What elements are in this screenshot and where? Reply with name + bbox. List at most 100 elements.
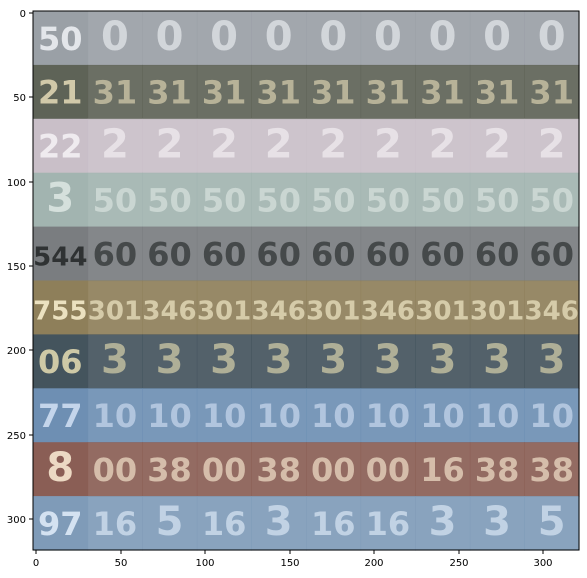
grid-cell-digit: 5: [538, 499, 566, 545]
grid-cell: [415, 442, 471, 497]
grid-cell: [142, 388, 198, 443]
grid-cell-digit: 0: [265, 14, 293, 60]
grid-cell: [33, 334, 89, 389]
grid-cell-digit: 50: [311, 182, 356, 220]
grid-cell-digit: 301: [88, 296, 142, 326]
grid-cell: [251, 118, 307, 174]
grid-cell: [415, 118, 471, 174]
grid-cell-digit: 301: [470, 296, 524, 326]
grid-cell-digit: 97: [38, 505, 83, 543]
grid-cell: [360, 496, 416, 551]
grid-cell: [196, 280, 252, 335]
grid-cell: [469, 388, 525, 443]
y-tick-label: 300: [7, 515, 26, 526]
grid-cell: [415, 172, 471, 228]
grid-cell: [415, 496, 471, 551]
grid-cell: [87, 442, 143, 497]
grid-cell-digit: 00: [311, 451, 356, 489]
grid-cell-digit: 00: [93, 451, 138, 489]
grid-cell: [33, 226, 89, 282]
grid-cell: [306, 496, 362, 551]
grid-cell: [33, 172, 89, 228]
grid-cell-digit: 77: [38, 397, 83, 435]
grid-cell-digit: 60: [202, 235, 247, 273]
x-tick-label: 150: [280, 558, 299, 569]
grid-cell-digit: 60: [366, 235, 411, 273]
grid-cell: [251, 280, 307, 335]
grid-cell: [306, 64, 362, 120]
grid-cell: [196, 118, 252, 174]
grid-cell-digit: 0: [101, 14, 129, 60]
grid-cell: [306, 280, 362, 335]
grid-cell: [142, 172, 198, 228]
grid-cell-digit: 0: [429, 14, 457, 60]
grid-cell-digit: 10: [147, 397, 192, 435]
grid-cell: [33, 11, 89, 66]
grid-cell-digit: 346: [142, 296, 196, 326]
grid-cell-digit: 3: [538, 337, 566, 383]
grid-cell: [469, 442, 525, 497]
grid-cell: [360, 226, 416, 282]
grid-cell: [524, 442, 580, 497]
grid-cell-digit: 0: [156, 14, 184, 60]
grid-cell-digit: 50: [256, 182, 301, 220]
grid-cell-digit: 50: [38, 20, 83, 58]
grid-cell: [251, 172, 307, 228]
grid-cell-digit: 3: [156, 337, 184, 383]
grid-cell-digit: 10: [311, 397, 356, 435]
grid-cell-digit: 2: [265, 122, 293, 168]
grid-cell-digit: 2: [374, 122, 402, 168]
grid-cell-digit: 2: [101, 122, 129, 168]
grid-cell: [87, 172, 143, 228]
grid-cell: [33, 496, 89, 551]
grid-cell-digit: 2: [156, 122, 184, 168]
grid-cell: [142, 11, 198, 66]
grid-cell: [469, 226, 525, 282]
grid-cell: [142, 118, 198, 174]
grid-cell: [33, 388, 89, 443]
grid-cell: [142, 496, 198, 551]
grid-cell: [196, 334, 252, 389]
grid-cell-digit: 3: [429, 499, 457, 545]
grid-cell-digit: 301: [415, 296, 469, 326]
grid-cell-digit: 8: [46, 445, 74, 491]
grid-cell-digit: 2: [210, 122, 238, 168]
grid-cell-digit: 2: [483, 122, 511, 168]
grid-cell: [360, 388, 416, 443]
x-axis: 0 50 100 150 200 250 300: [33, 550, 553, 569]
grid-cell: [415, 388, 471, 443]
grid-cell: [251, 442, 307, 497]
grid-cell: [415, 280, 471, 335]
grid-cell-digit: 60: [256, 235, 301, 273]
axes-frame: [32, 10, 580, 551]
grid-cell: [33, 64, 89, 120]
grid-cell: [360, 64, 416, 120]
grid-cell-digit: 3: [46, 176, 74, 222]
x-tick-label: 200: [364, 558, 383, 569]
grid-cell: [306, 11, 362, 66]
grid-cell: [142, 442, 198, 497]
grid-cell-digit: 755: [33, 296, 87, 326]
grid-cell-digit: 16: [93, 505, 138, 543]
grid-cell: [196, 64, 252, 120]
grid-cell-digit: 06: [38, 343, 83, 381]
grid-cell-digit: 31: [93, 74, 138, 112]
grid-cell-digit: 21: [38, 74, 83, 112]
grid-cell-digit: 3: [319, 337, 347, 383]
grid-cell: [524, 64, 580, 120]
grid-cell: [306, 226, 362, 282]
grid-cell: [360, 334, 416, 389]
grid-cell: [251, 226, 307, 282]
grid-cell-digit: 2: [538, 122, 566, 168]
grid-cell-digit: 60: [420, 235, 465, 273]
grid-cell: [524, 11, 580, 66]
grid-cell: [33, 280, 89, 335]
grid-cell-digit: 0: [483, 14, 511, 60]
grid-cell: [142, 280, 198, 335]
grid-cell-digit: 0: [319, 14, 347, 60]
grid-cell: [469, 334, 525, 389]
grid-cell: [142, 226, 198, 282]
grid-cell-digit: 346: [525, 296, 579, 326]
grid-cell-digit: 16: [311, 505, 356, 543]
grid-cell-digit: 16: [420, 451, 465, 489]
